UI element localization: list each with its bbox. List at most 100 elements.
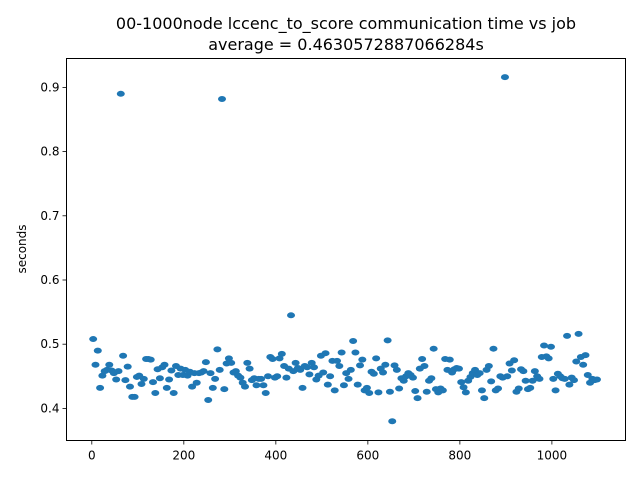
x-tick-label: 200 xyxy=(172,449,195,463)
data-point xyxy=(565,381,574,388)
data-point xyxy=(287,312,296,319)
data-point xyxy=(273,373,282,380)
data-point xyxy=(427,375,436,382)
data-point xyxy=(335,363,344,370)
data-point xyxy=(139,375,148,382)
data-point xyxy=(583,372,592,379)
data-point xyxy=(489,345,498,352)
data-point xyxy=(213,346,222,353)
data-point xyxy=(420,363,429,370)
data-point xyxy=(160,361,169,368)
data-point xyxy=(337,349,346,356)
data-point xyxy=(231,368,240,375)
data-point xyxy=(227,359,236,366)
data-point xyxy=(356,362,365,369)
data-point xyxy=(344,375,353,382)
data-point xyxy=(572,358,581,365)
axes-frame xyxy=(66,58,626,441)
y-tick-label: 0.5 xyxy=(40,337,59,351)
data-point xyxy=(236,374,245,381)
data-point xyxy=(535,375,544,382)
data-point xyxy=(220,386,229,393)
data-point xyxy=(592,376,601,383)
data-point xyxy=(208,384,217,391)
data-point xyxy=(349,337,358,344)
data-point xyxy=(346,366,355,373)
data-point xyxy=(201,359,210,366)
data-point xyxy=(188,383,197,390)
data-point xyxy=(204,397,213,404)
data-point xyxy=(296,366,305,373)
data-point xyxy=(351,349,360,356)
data-point xyxy=(319,369,328,376)
data-point xyxy=(418,355,427,362)
data-point xyxy=(374,389,383,396)
data-point xyxy=(362,384,371,391)
data-point xyxy=(259,382,268,389)
data-point xyxy=(500,74,509,81)
data-point xyxy=(510,357,519,364)
data-point xyxy=(326,373,335,380)
y-tick-label: 0.9 xyxy=(40,80,59,94)
data-point xyxy=(105,361,114,368)
x-tick-label: 0 xyxy=(88,449,96,463)
data-point xyxy=(459,384,468,391)
data-point xyxy=(484,363,493,370)
data-point xyxy=(199,368,208,375)
y-axis-label: seconds xyxy=(15,224,29,273)
data-point xyxy=(445,356,454,363)
data-point xyxy=(169,389,178,396)
data-point xyxy=(503,373,512,380)
data-point xyxy=(358,356,367,363)
data-point xyxy=(282,374,291,381)
data-point xyxy=(218,95,227,102)
data-point xyxy=(574,330,583,337)
data-point xyxy=(146,356,155,363)
y-tick-label: 0.8 xyxy=(40,145,59,159)
data-point xyxy=(530,368,539,375)
data-point xyxy=(151,389,160,396)
data-point xyxy=(528,377,537,384)
data-point xyxy=(526,384,535,391)
data-point xyxy=(461,389,470,396)
data-point xyxy=(165,376,174,383)
data-point xyxy=(167,367,176,374)
data-point xyxy=(353,381,362,388)
data-point xyxy=(264,373,273,380)
data-point xyxy=(487,378,496,385)
data-point xyxy=(149,379,157,386)
data-point xyxy=(551,387,560,394)
data-point xyxy=(277,350,286,357)
data-point xyxy=(112,376,121,383)
data-point xyxy=(494,385,503,392)
x-tick-label: 400 xyxy=(264,449,287,463)
x-tick-label: 800 xyxy=(448,449,471,463)
data-point xyxy=(519,368,528,375)
data-point xyxy=(413,395,422,402)
data-point xyxy=(521,377,530,384)
x-tick-label: 1000 xyxy=(537,449,568,463)
data-point xyxy=(116,90,125,97)
data-point xyxy=(385,388,394,395)
data-point xyxy=(422,388,431,395)
data-point xyxy=(549,375,558,382)
data-point xyxy=(215,366,224,373)
data-point xyxy=(137,381,146,387)
data-point xyxy=(162,384,171,391)
data-point xyxy=(514,385,523,392)
data-point xyxy=(192,379,201,386)
axis-ticks: 0 200 400 600 800 1000 0.4 0.5 0.6 0.7 0.8 0.9 xyxy=(40,80,567,462)
data-point xyxy=(392,366,401,373)
data-point xyxy=(211,375,220,382)
data-point xyxy=(114,368,123,375)
y-tick-label: 0.6 xyxy=(40,273,59,287)
chart-subtitle: average = 0.4630572887066284s xyxy=(208,35,484,54)
data-point xyxy=(563,332,572,339)
data-point xyxy=(257,375,266,382)
data-point xyxy=(507,367,516,374)
data-point xyxy=(91,361,100,368)
data-point xyxy=(96,384,105,391)
data-point xyxy=(480,395,489,402)
data-point xyxy=(321,350,330,357)
